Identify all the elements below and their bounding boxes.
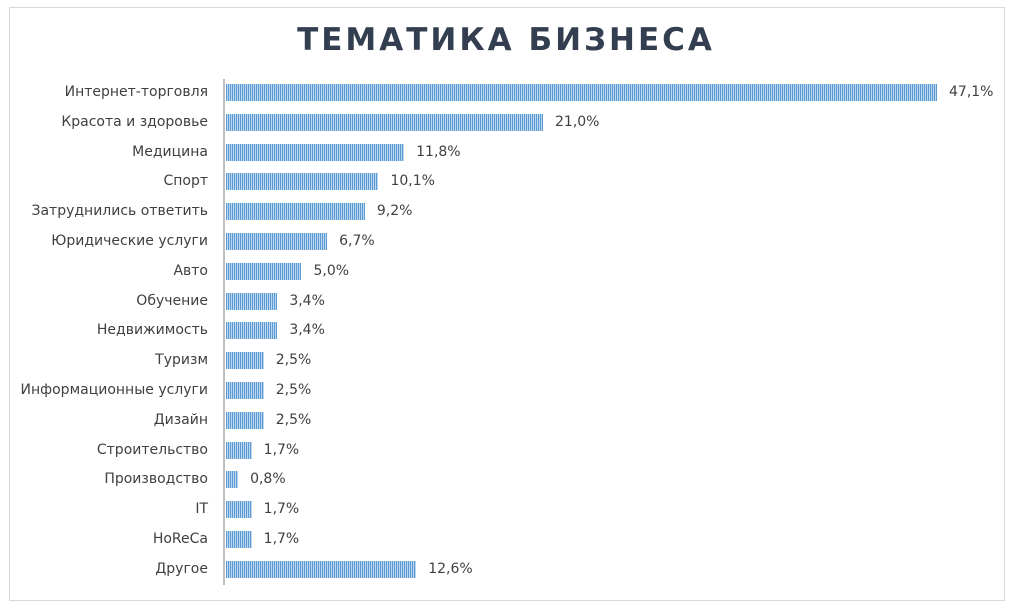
- bar-row: Туризм 2,5%: [0, 346, 1012, 376]
- category-label: Дизайн: [153, 411, 208, 428]
- chart-area: [9, 7, 1005, 601]
- category-label: Обучение: [136, 292, 208, 309]
- category-label: HoReCa: [152, 531, 208, 547]
- bar: [226, 262, 302, 280]
- category-axis-line: [223, 79, 225, 585]
- category-label: Интернет-торговля: [64, 84, 208, 100]
- data-label: 9,2%: [376, 203, 413, 220]
- bar: [226, 501, 252, 519]
- bar-row: Строительство 1,7%: [0, 436, 1012, 466]
- data-label: 21,0%: [555, 113, 600, 130]
- bar-row: Другое 12,6%: [0, 555, 1012, 585]
- category-label: Строительство: [96, 441, 208, 458]
- category-label: Красота и здоровье: [61, 113, 208, 130]
- chart-title: ТЕМАТИКА БИЗНЕСА: [297, 22, 715, 58]
- data-label: 5,0%: [313, 262, 350, 279]
- bar: [226, 233, 328, 250]
- bar-row: Обучение 3,4%: [0, 287, 1012, 317]
- category-label: Юридические услуги: [51, 233, 208, 249]
- category-label: Производство: [104, 471, 208, 488]
- category-label: Медицина: [132, 143, 208, 160]
- data-label: 10,1%: [390, 173, 435, 190]
- bar-row: Юридические услуги 6,7%: [0, 227, 1012, 257]
- data-label: 2,5%: [275, 352, 312, 369]
- bar-row: Недвижимость 3,4%: [0, 316, 1012, 346]
- bar-row: Красота и здоровье 21,0%: [0, 108, 1012, 138]
- bar: [226, 322, 278, 340]
- data-label: 3,4%: [289, 292, 325, 309]
- bar: [226, 382, 264, 399]
- bar: [226, 84, 937, 101]
- bar: [226, 531, 252, 548]
- category-label: Затруднились ответить: [31, 203, 208, 220]
- category-label: Авто: [173, 262, 208, 279]
- data-label: 12,6%: [428, 560, 473, 577]
- bar: [226, 411, 264, 429]
- bar-row: Затруднились ответить 9,2%: [0, 197, 1012, 227]
- bar-row: Интернет-торговля 47,1%: [0, 78, 1012, 108]
- bar: [226, 143, 405, 161]
- bar: [226, 441, 252, 459]
- bar: [226, 471, 239, 489]
- data-label: 1,7%: [263, 441, 300, 458]
- bar-row: Информационные услуги 2,5%: [0, 376, 1012, 406]
- bar-row: Медицина 11,8%: [0, 138, 1012, 168]
- data-label: 11,8%: [416, 143, 461, 160]
- category-label: Туризм: [155, 352, 208, 369]
- bar: [226, 113, 543, 131]
- data-label: 2,5%: [275, 411, 312, 428]
- category-label: Информационные услуги: [20, 382, 208, 398]
- data-label: 6,7%: [339, 233, 375, 249]
- bar-row: IT 1,7%: [0, 495, 1012, 525]
- data-label: 3,4%: [289, 322, 325, 339]
- category-label: IT: [195, 501, 208, 518]
- bar-row: Спорт 10,1%: [0, 167, 1012, 197]
- data-label: 1,7%: [263, 501, 300, 518]
- data-label: 47,1%: [949, 84, 994, 100]
- bar: [226, 173, 379, 191]
- data-label: 2,5%: [275, 382, 312, 398]
- data-label: 1,7%: [263, 531, 300, 547]
- bar-row: HoReCa 1,7%: [0, 525, 1012, 555]
- bar: [226, 203, 365, 221]
- category-label: Спорт: [163, 173, 208, 190]
- bar-row: Дизайн 2,5%: [0, 406, 1012, 436]
- bar: [226, 292, 278, 310]
- data-label: 0,8%: [250, 471, 286, 488]
- category-label: Другое: [155, 560, 208, 577]
- bar: [226, 560, 417, 578]
- bar-row: Производство 0,8%: [0, 465, 1012, 495]
- category-label: Недвижимость: [96, 322, 208, 339]
- bar-row: Авто 5,0%: [0, 257, 1012, 287]
- bar: [226, 352, 264, 370]
